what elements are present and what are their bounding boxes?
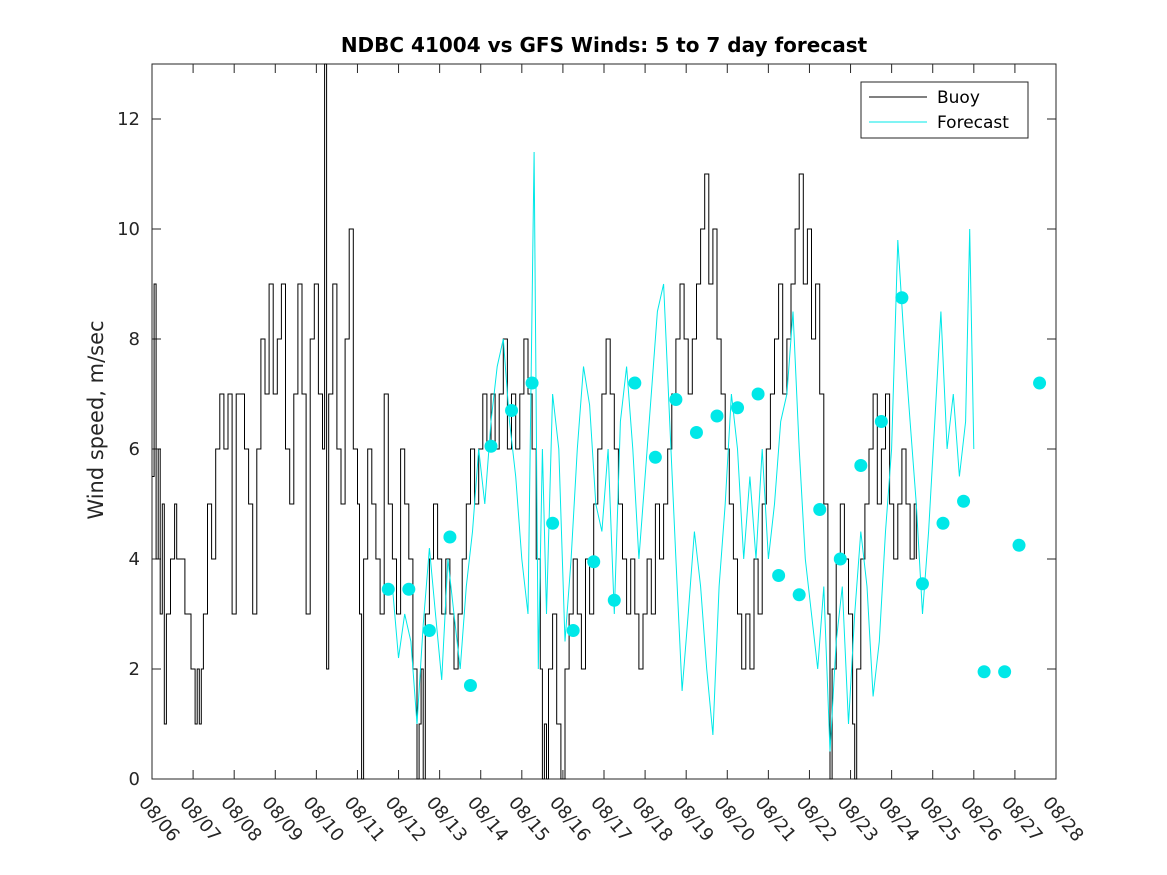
y-axis-label: Wind speed, m/sec xyxy=(84,320,108,519)
y-tick-label: 8 xyxy=(129,329,140,350)
forecast-marker xyxy=(381,582,395,596)
y-tick-label: 0 xyxy=(129,769,140,790)
forecast-marker xyxy=(1012,538,1026,552)
forecast-marker xyxy=(977,665,991,679)
y-axis-ticks: 0 2 4 6 8 10 12 xyxy=(117,109,1056,790)
forecast-markers-layer xyxy=(381,291,1047,692)
forecast-marker xyxy=(587,555,601,569)
forecast-marker xyxy=(402,582,416,596)
forecast-marker xyxy=(648,450,662,464)
y-tick-label: 4 xyxy=(129,549,140,570)
forecast-marker xyxy=(936,516,950,530)
forecast-marker xyxy=(710,409,724,423)
series-layer xyxy=(152,63,975,780)
forecast-marker xyxy=(669,393,683,406)
y-tick-label: 12 xyxy=(117,109,140,130)
forecast-marker xyxy=(484,439,498,453)
forecast-marker xyxy=(443,530,457,544)
forecast-marker xyxy=(874,415,888,428)
forecast-marker xyxy=(566,624,580,637)
forecast-marker xyxy=(854,459,868,472)
forecast-marker xyxy=(833,552,847,566)
forecast-marker xyxy=(895,291,909,305)
y-tick-label: 2 xyxy=(129,659,140,680)
forecast-marker xyxy=(525,376,539,390)
forecast-marker xyxy=(1033,376,1047,390)
forecast-marker xyxy=(546,516,560,530)
forecast-series-line xyxy=(391,151,975,752)
forecast-marker xyxy=(463,679,477,692)
buoy-series-line xyxy=(152,63,917,780)
forecast-marker xyxy=(915,577,929,591)
forecast-marker xyxy=(689,426,703,439)
chart-title: NDBC 41004 vs GFS Winds: 5 to 7 day fore… xyxy=(341,33,868,57)
y-tick-label: 6 xyxy=(129,439,140,460)
forecast-marker xyxy=(751,387,765,401)
forecast-marker xyxy=(957,494,971,508)
forecast-marker xyxy=(813,503,827,516)
y-tick-label: 10 xyxy=(117,219,140,240)
forecast-marker xyxy=(998,665,1012,679)
forecast-marker xyxy=(731,401,745,415)
axes-box xyxy=(151,63,1057,780)
legend-forecast-label: Forecast xyxy=(937,113,1009,133)
forecast-marker xyxy=(628,376,642,390)
legend-buoy-label: Buoy xyxy=(937,88,980,108)
forecast-marker xyxy=(607,593,621,607)
forecast-marker xyxy=(505,404,519,417)
forecast-marker xyxy=(772,569,786,582)
forecast-marker xyxy=(792,588,806,602)
legend: Buoy Forecast xyxy=(860,81,1029,139)
forecast-marker xyxy=(422,624,436,637)
legend-box xyxy=(860,81,1029,139)
